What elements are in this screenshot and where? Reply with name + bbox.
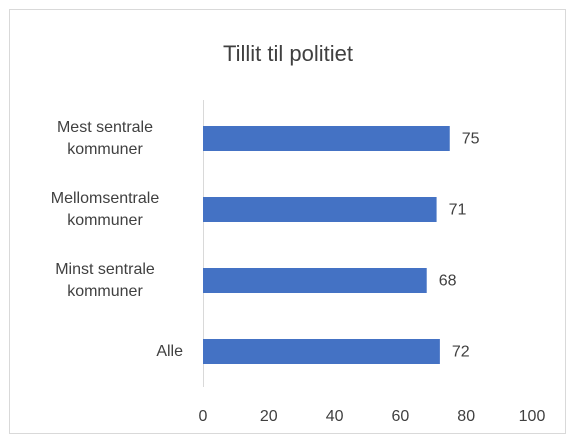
bar xyxy=(203,197,437,222)
y-tick-label: Mest sentrale kommuner xyxy=(56,118,154,158)
data-label: 72 xyxy=(452,344,470,361)
y-tick-label: Minst sentrale kommuner xyxy=(55,260,155,300)
data-label: 68 xyxy=(439,273,457,290)
bar xyxy=(203,126,450,151)
y-tick-label: Mellomsentrale kommuner xyxy=(50,189,160,229)
x-tick-label: 0 xyxy=(199,408,208,425)
bar xyxy=(203,268,427,293)
x-tick-label: 80 xyxy=(457,408,475,425)
x-tick-label: 100 xyxy=(519,408,546,425)
chart-title: Tillit til politiet xyxy=(223,41,353,66)
y-tick-label: Alle xyxy=(156,342,183,360)
x-tick-label: 60 xyxy=(392,408,410,425)
data-label: 71 xyxy=(449,202,467,219)
x-tick-label: 20 xyxy=(260,408,278,425)
data-label: 75 xyxy=(462,131,480,148)
bar xyxy=(203,339,440,364)
x-tick-label: 40 xyxy=(326,408,344,425)
